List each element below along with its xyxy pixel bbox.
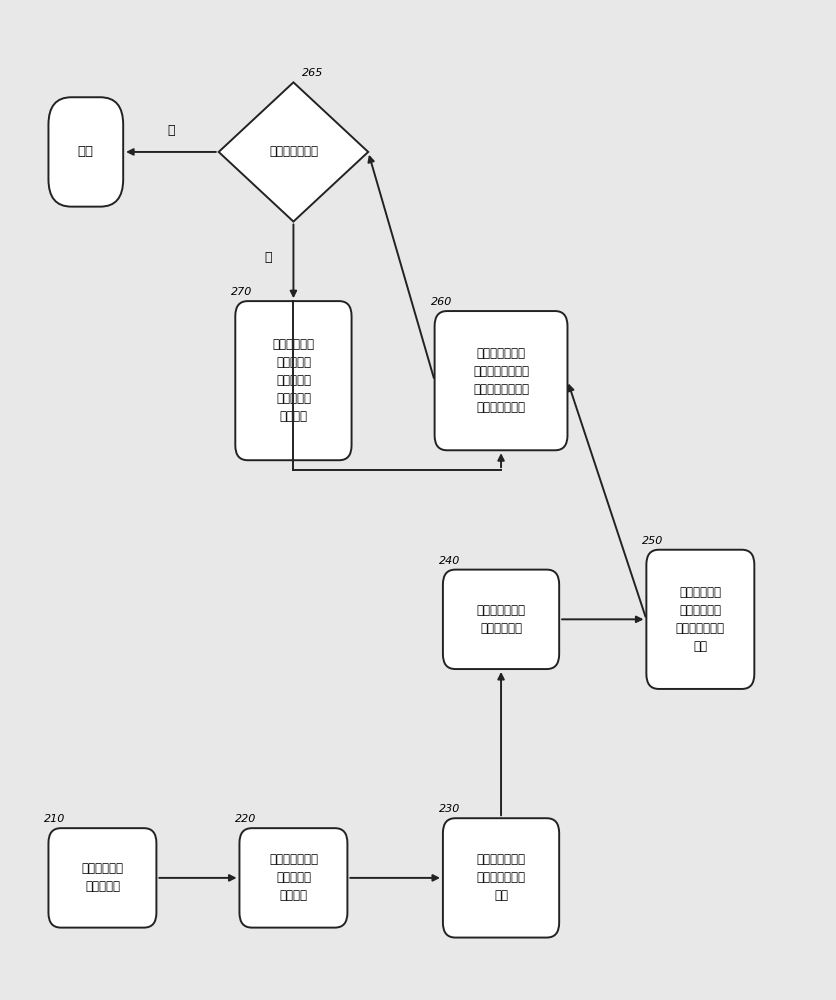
Text: 250: 250 <box>642 536 664 546</box>
Text: 230: 230 <box>439 804 460 814</box>
FancyBboxPatch shape <box>443 570 559 669</box>
FancyBboxPatch shape <box>235 301 352 460</box>
Text: 向电池组控制器
提供低频阻抗数据
作为输出和所选择
子集的高频分量: 向电池组控制器 提供低频阻抗数据 作为输出和所选择 子集的高频分量 <box>473 347 529 414</box>
FancyBboxPatch shape <box>239 828 348 928</box>
Text: 结束: 结束 <box>78 145 94 158</box>
Text: 将低频阻抗分量
与高频阻抗分量
分离: 将低频阻抗分量 与高频阻抗分量 分离 <box>477 853 526 902</box>
FancyBboxPatch shape <box>646 550 754 689</box>
FancyBboxPatch shape <box>48 97 123 207</box>
Text: 210: 210 <box>44 814 66 824</box>
FancyBboxPatch shape <box>435 311 568 450</box>
Text: 是: 是 <box>167 124 175 137</box>
Text: 选择基于可用
带宽传输高频
数据的电池单元
子集: 选择基于可用 带宽传输高频 数据的电池单元 子集 <box>675 586 725 653</box>
Text: 270: 270 <box>231 287 252 297</box>
Text: 260: 260 <box>431 297 451 307</box>
Text: 将电流注入到
电池单元中: 将电流注入到 电池单元中 <box>81 862 124 893</box>
FancyBboxPatch shape <box>48 828 156 928</box>
Text: 220: 220 <box>235 814 257 824</box>
Text: 基于可用带宽
选择要传输
高频数据的
下一个电池
单元子集: 基于可用带宽 选择要传输 高频数据的 下一个电池 单元子集 <box>273 338 314 423</box>
Text: 240: 240 <box>439 556 460 566</box>
Text: 针对单独单元上
的电压检测
阻抗特性: 针对单独单元上 的电压检测 阻抗特性 <box>269 853 318 902</box>
Text: 否: 否 <box>265 251 273 264</box>
Polygon shape <box>219 82 368 222</box>
FancyBboxPatch shape <box>443 818 559 938</box>
Text: 265: 265 <box>302 68 323 78</box>
Text: 存储与高频分量
相对应的数据: 存储与高频分量 相对应的数据 <box>477 604 526 635</box>
Text: 评估完成了吗？: 评估完成了吗？ <box>269 145 318 158</box>
